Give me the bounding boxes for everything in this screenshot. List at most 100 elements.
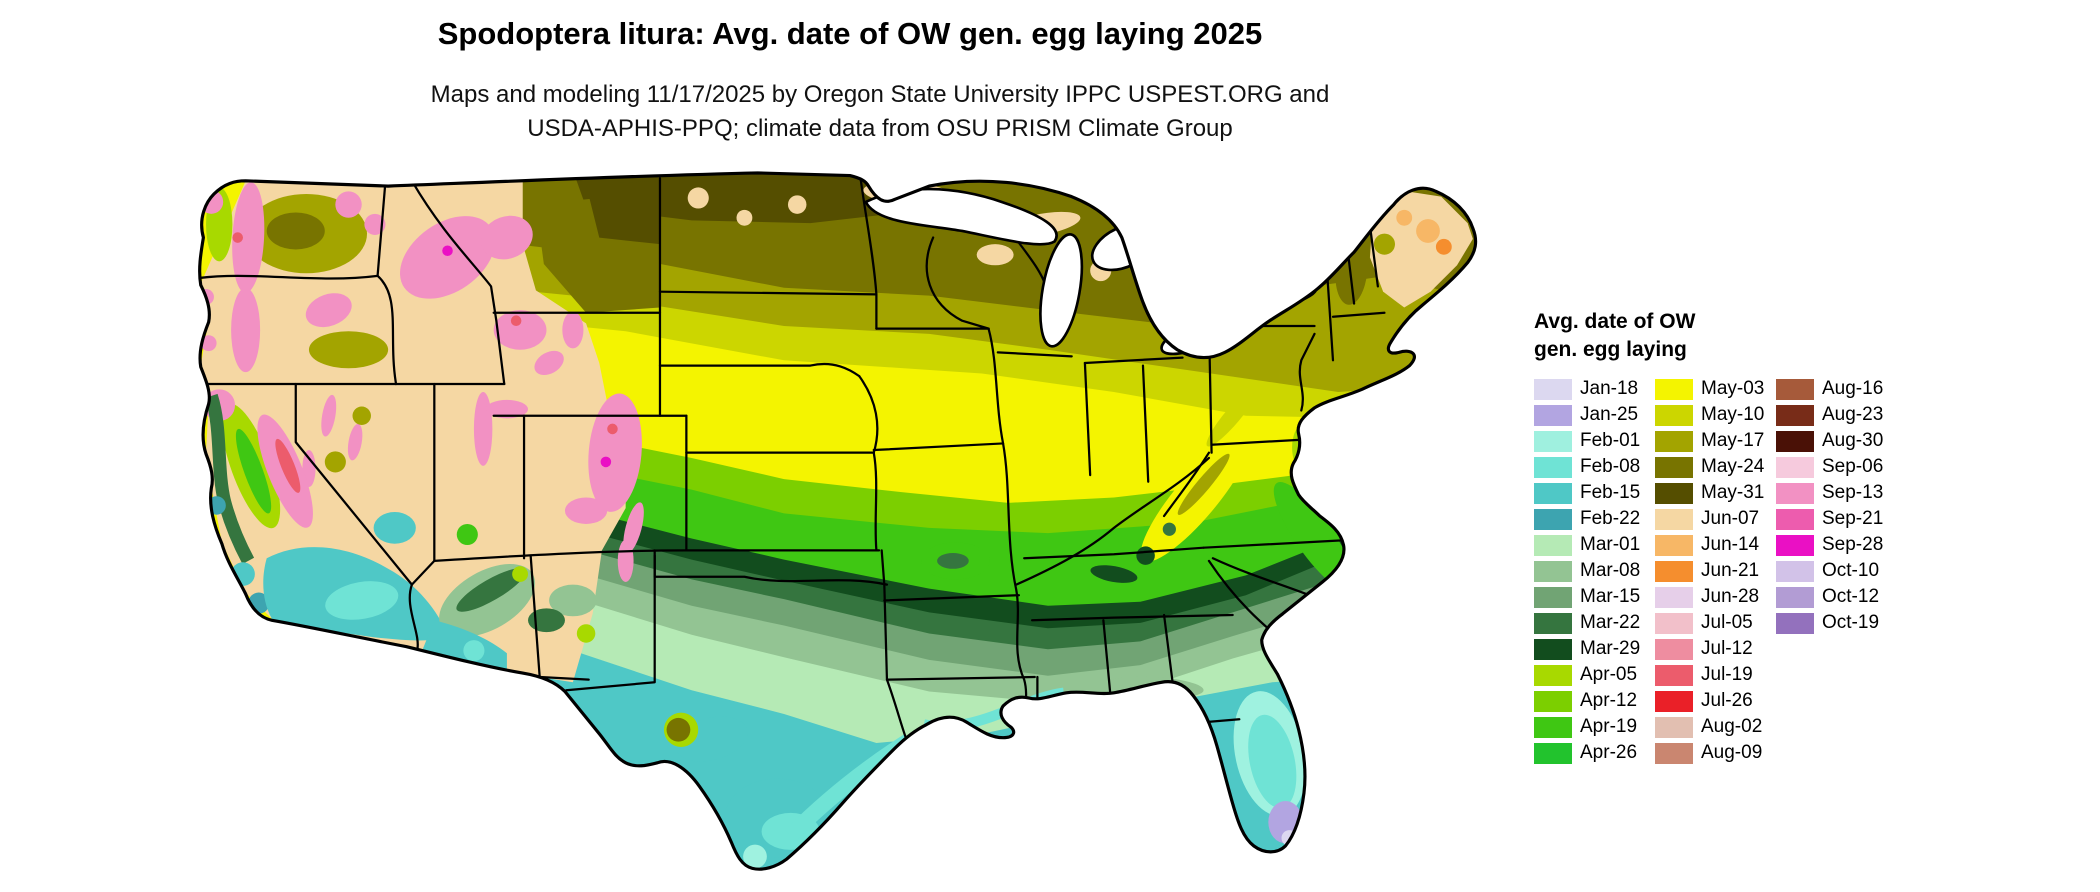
legend-entry: Feb-01 — [1534, 428, 1655, 454]
legend-entry-label: Aug-30 — [1822, 430, 1884, 451]
legend-swatch — [1655, 508, 1693, 530]
legend-entry: May-03 — [1655, 376, 1776, 402]
legend-swatch — [1655, 716, 1693, 738]
legend-swatch — [1776, 586, 1814, 608]
legend-swatch — [1776, 404, 1814, 426]
legend-entry: Jan-18 — [1534, 376, 1655, 402]
legend-entry-label: Jan-25 — [1580, 404, 1639, 425]
legend-entry-label: Oct-10 — [1822, 560, 1880, 581]
legend-entry-label: Jul-05 — [1701, 612, 1753, 633]
legend-swatch — [1534, 716, 1572, 738]
legend-swatch — [1534, 586, 1572, 608]
legend-swatch — [1655, 664, 1693, 686]
legend-entry: Apr-12 — [1534, 688, 1655, 714]
legend-entry: Feb-08 — [1534, 454, 1655, 480]
us-choropleth-map — [190, 165, 1510, 871]
legend-entry: May-24 — [1655, 454, 1776, 480]
legend-swatch — [1655, 586, 1693, 608]
legend-entry-label: Mar-08 — [1580, 560, 1641, 581]
legend-swatch — [1655, 742, 1693, 764]
legend-entry-label: Apr-26 — [1580, 742, 1638, 763]
legend-entry-label: Apr-19 — [1580, 716, 1638, 737]
legend-entry: Feb-15 — [1534, 480, 1655, 506]
legend-entry-label: Mar-15 — [1580, 586, 1641, 607]
legend-entry: Apr-05 — [1534, 662, 1655, 688]
legend-entry: Mar-08 — [1534, 558, 1655, 584]
legend-entry-label: Feb-15 — [1580, 482, 1641, 503]
legend-entry-label: Jan-18 — [1580, 378, 1639, 399]
legend-entry-label: Feb-08 — [1580, 456, 1641, 477]
legend-swatch — [1776, 456, 1814, 478]
legend-title: Avg. date of OW gen. egg laying — [1534, 308, 1914, 364]
legend-entry-label: Aug-09 — [1701, 742, 1763, 763]
legend-entry-label: Sep-13 — [1822, 482, 1884, 503]
legend-entry: Aug-30 — [1776, 428, 1897, 454]
legend-entry: Oct-12 — [1776, 584, 1897, 610]
legend-entry: Jul-26 — [1655, 688, 1776, 714]
legend-entry-label: Jul-19 — [1701, 664, 1753, 685]
legend-title-line-2: gen. egg laying — [1534, 338, 1687, 361]
us-map-svg — [198, 171, 1478, 871]
legend-swatch — [1776, 508, 1814, 530]
legend-entry: May-31 — [1655, 480, 1776, 506]
legend-entry-label: Jul-12 — [1701, 638, 1753, 659]
legend-swatch — [1534, 638, 1572, 660]
legend-entry: Mar-01 — [1534, 532, 1655, 558]
legend-swatch — [1655, 560, 1693, 582]
legend-entry: Jul-19 — [1655, 662, 1776, 688]
legend-swatch — [1534, 560, 1572, 582]
legend-entry-label: May-17 — [1701, 430, 1765, 451]
legend-entry-label: Oct-19 — [1822, 612, 1880, 633]
legend-entry-label: Feb-01 — [1580, 430, 1641, 451]
legend-entry: Apr-19 — [1534, 714, 1655, 740]
legend-entry: Jul-12 — [1655, 636, 1776, 662]
legend-swatch — [1534, 430, 1572, 452]
legend-swatch — [1534, 690, 1572, 712]
legend-entry-label: May-03 — [1701, 378, 1765, 399]
legend-entry: Oct-19 — [1776, 610, 1897, 636]
legend-swatch — [1776, 430, 1814, 452]
legend-swatch — [1534, 404, 1572, 426]
legend-swatch — [1534, 508, 1572, 530]
legend-entry-label: Oct-12 — [1822, 586, 1880, 607]
legend-entry-label: Aug-16 — [1822, 378, 1884, 399]
legend-entry-label: Aug-02 — [1701, 716, 1763, 737]
legend-swatch — [1655, 690, 1693, 712]
legend-swatch — [1776, 378, 1814, 400]
legend-entry: Apr-26 — [1534, 740, 1655, 766]
legend-column: May-03 May-10 May-17 May-24 May-31 Jun-07 Jun-… — [1655, 376, 1776, 766]
legend-entry: Jun-07 — [1655, 506, 1776, 532]
legend-entry-label: Jun-28 — [1701, 586, 1760, 607]
legend-entry: Jun-21 — [1655, 558, 1776, 584]
legend-entry: Mar-29 — [1534, 636, 1655, 662]
legend-entry: May-17 — [1655, 428, 1776, 454]
legend-entry: Aug-02 — [1655, 714, 1776, 740]
legend-entry: Sep-28 — [1776, 532, 1897, 558]
legend-swatch — [1655, 534, 1693, 556]
legend-columns: Jan-18 Jan-25 Feb-01 Feb-08 Feb-15 Feb-22 Mar-… — [1534, 376, 1914, 766]
legend-entry-label: Aug-23 — [1822, 404, 1884, 425]
legend-entry-label: Sep-21 — [1822, 508, 1884, 529]
us-outline — [198, 171, 1478, 871]
legend-swatch — [1534, 612, 1572, 634]
legend-swatch — [1655, 404, 1693, 426]
legend-entry: Jul-05 — [1655, 610, 1776, 636]
legend-entry: Jun-28 — [1655, 584, 1776, 610]
legend-entry: Aug-23 — [1776, 402, 1897, 428]
legend-entry-label: May-31 — [1701, 482, 1765, 503]
page-title: Spodoptera litura: Avg. date of OW gen. … — [437, 16, 1263, 51]
legend-entry: Feb-22 — [1534, 506, 1655, 532]
subtitle-line-1: Maps and modeling 11/17/2025 by Oregon S… — [430, 81, 1330, 108]
legend-swatch — [1776, 534, 1814, 556]
legend-entry-label: Sep-28 — [1822, 534, 1884, 555]
legend-entry-label: Sep-06 — [1822, 456, 1884, 477]
legend-entry: Sep-21 — [1776, 506, 1897, 532]
legend-swatch — [1655, 378, 1693, 400]
legend-swatch — [1655, 612, 1693, 634]
legend-entry: Aug-09 — [1655, 740, 1776, 766]
legend-entry-label: Mar-22 — [1580, 612, 1641, 633]
legend-entry: Mar-22 — [1534, 610, 1655, 636]
legend-entry-label: Jun-07 — [1701, 508, 1760, 529]
legend-entry-label: Apr-12 — [1580, 690, 1638, 711]
legend-column: Aug-16 Aug-23 Aug-30 Sep-06 Sep-13 Sep-21 Sep-… — [1776, 376, 1897, 636]
